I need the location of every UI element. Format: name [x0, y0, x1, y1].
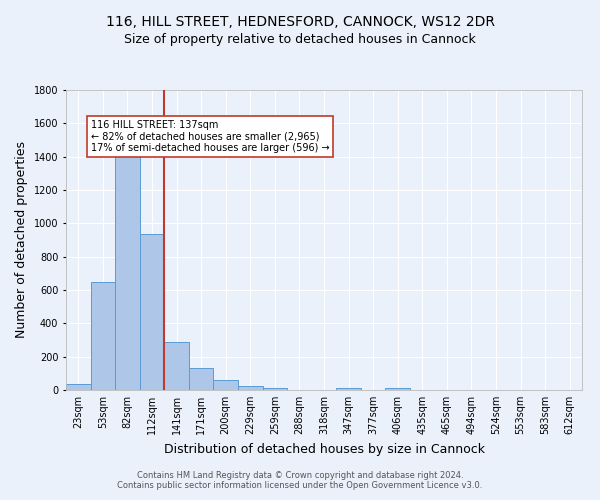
X-axis label: Distribution of detached houses by size in Cannock: Distribution of detached houses by size …: [163, 442, 485, 456]
Bar: [164, 342, 189, 390]
Bar: [263, 388, 287, 390]
Bar: [189, 368, 214, 390]
Text: 116, HILL STREET, HEDNESFORD, CANNOCK, WS12 2DR: 116, HILL STREET, HEDNESFORD, CANNOCK, W…: [106, 15, 494, 29]
Bar: [336, 388, 361, 390]
Bar: [66, 384, 91, 390]
Bar: [115, 145, 140, 390]
Text: Size of property relative to detached houses in Cannock: Size of property relative to detached ho…: [124, 32, 476, 46]
Text: Contains HM Land Registry data © Crown copyright and database right 2024.
Contai: Contains HM Land Registry data © Crown c…: [118, 470, 482, 490]
Bar: [238, 386, 263, 390]
Bar: [91, 282, 115, 390]
Text: 116 HILL STREET: 137sqm
← 82% of detached houses are smaller (2,965)
17% of semi: 116 HILL STREET: 137sqm ← 82% of detache…: [91, 120, 329, 153]
Y-axis label: Number of detached properties: Number of detached properties: [15, 142, 28, 338]
Bar: [214, 380, 238, 390]
Bar: [140, 234, 164, 390]
Bar: [385, 388, 410, 390]
